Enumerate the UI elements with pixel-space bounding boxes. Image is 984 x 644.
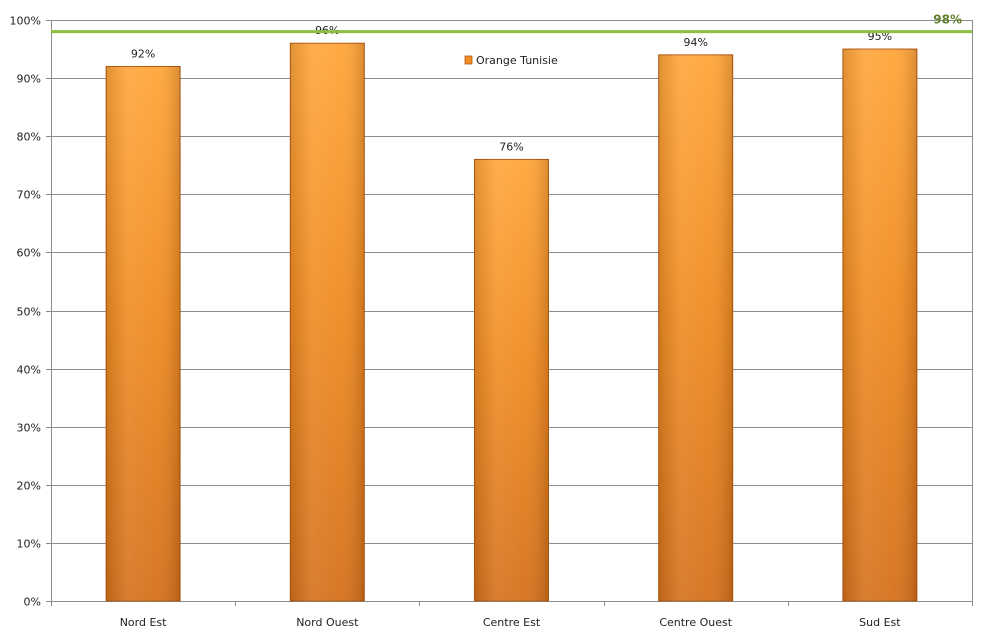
target-label: 98%: [933, 13, 962, 27]
y-tick-label: 10%: [17, 538, 41, 551]
y-tick-label: 30%: [17, 422, 41, 435]
data-label: 94%: [683, 36, 707, 49]
y-tick-label: 50%: [17, 306, 41, 319]
bars: [105, 42, 918, 602]
y-tick-label: 20%: [17, 480, 41, 493]
y-tick-label: 80%: [17, 131, 41, 144]
legend-swatch: [464, 55, 473, 65]
y-tick-label: 60%: [17, 247, 41, 260]
legend: Orange Tunisie: [464, 54, 558, 67]
y-tick-label: 70%: [17, 189, 41, 202]
data-label: 76%: [499, 140, 523, 153]
bar-shading: [290, 43, 365, 602]
legend-label: Orange Tunisie: [476, 54, 558, 67]
bar-shading: [474, 159, 549, 601]
data-label: 95%: [868, 30, 892, 43]
bar-shading: [842, 49, 917, 602]
bar-shading: [658, 54, 733, 602]
target-line-group: 98%: [51, 13, 972, 34]
x-tick-label: Centre Est: [483, 616, 541, 629]
x-tick-label: Centre Ouest: [659, 616, 732, 629]
x-axis: Nord Est Nord Ouest Centre Est Centre Ouest…: [51, 601, 973, 629]
data-label: 92%: [131, 47, 155, 60]
y-axis: 0% 10% 20% 30% 40% 50% 60% 70% 80% 90% 100%: [10, 15, 973, 609]
data-labels: 92%96%76%94%95%: [131, 24, 892, 153]
x-tick-label: Nord Ouest: [296, 616, 359, 629]
bar-shading: [106, 66, 181, 602]
y-tick-label: 0%: [24, 596, 41, 609]
x-tick-label: Sud Est: [859, 616, 901, 629]
x-tick-label: Nord Est: [120, 616, 167, 629]
y-tick-label: 40%: [17, 364, 41, 377]
y-tick-label: 90%: [17, 73, 41, 86]
y-tick-label: 100%: [10, 15, 41, 28]
